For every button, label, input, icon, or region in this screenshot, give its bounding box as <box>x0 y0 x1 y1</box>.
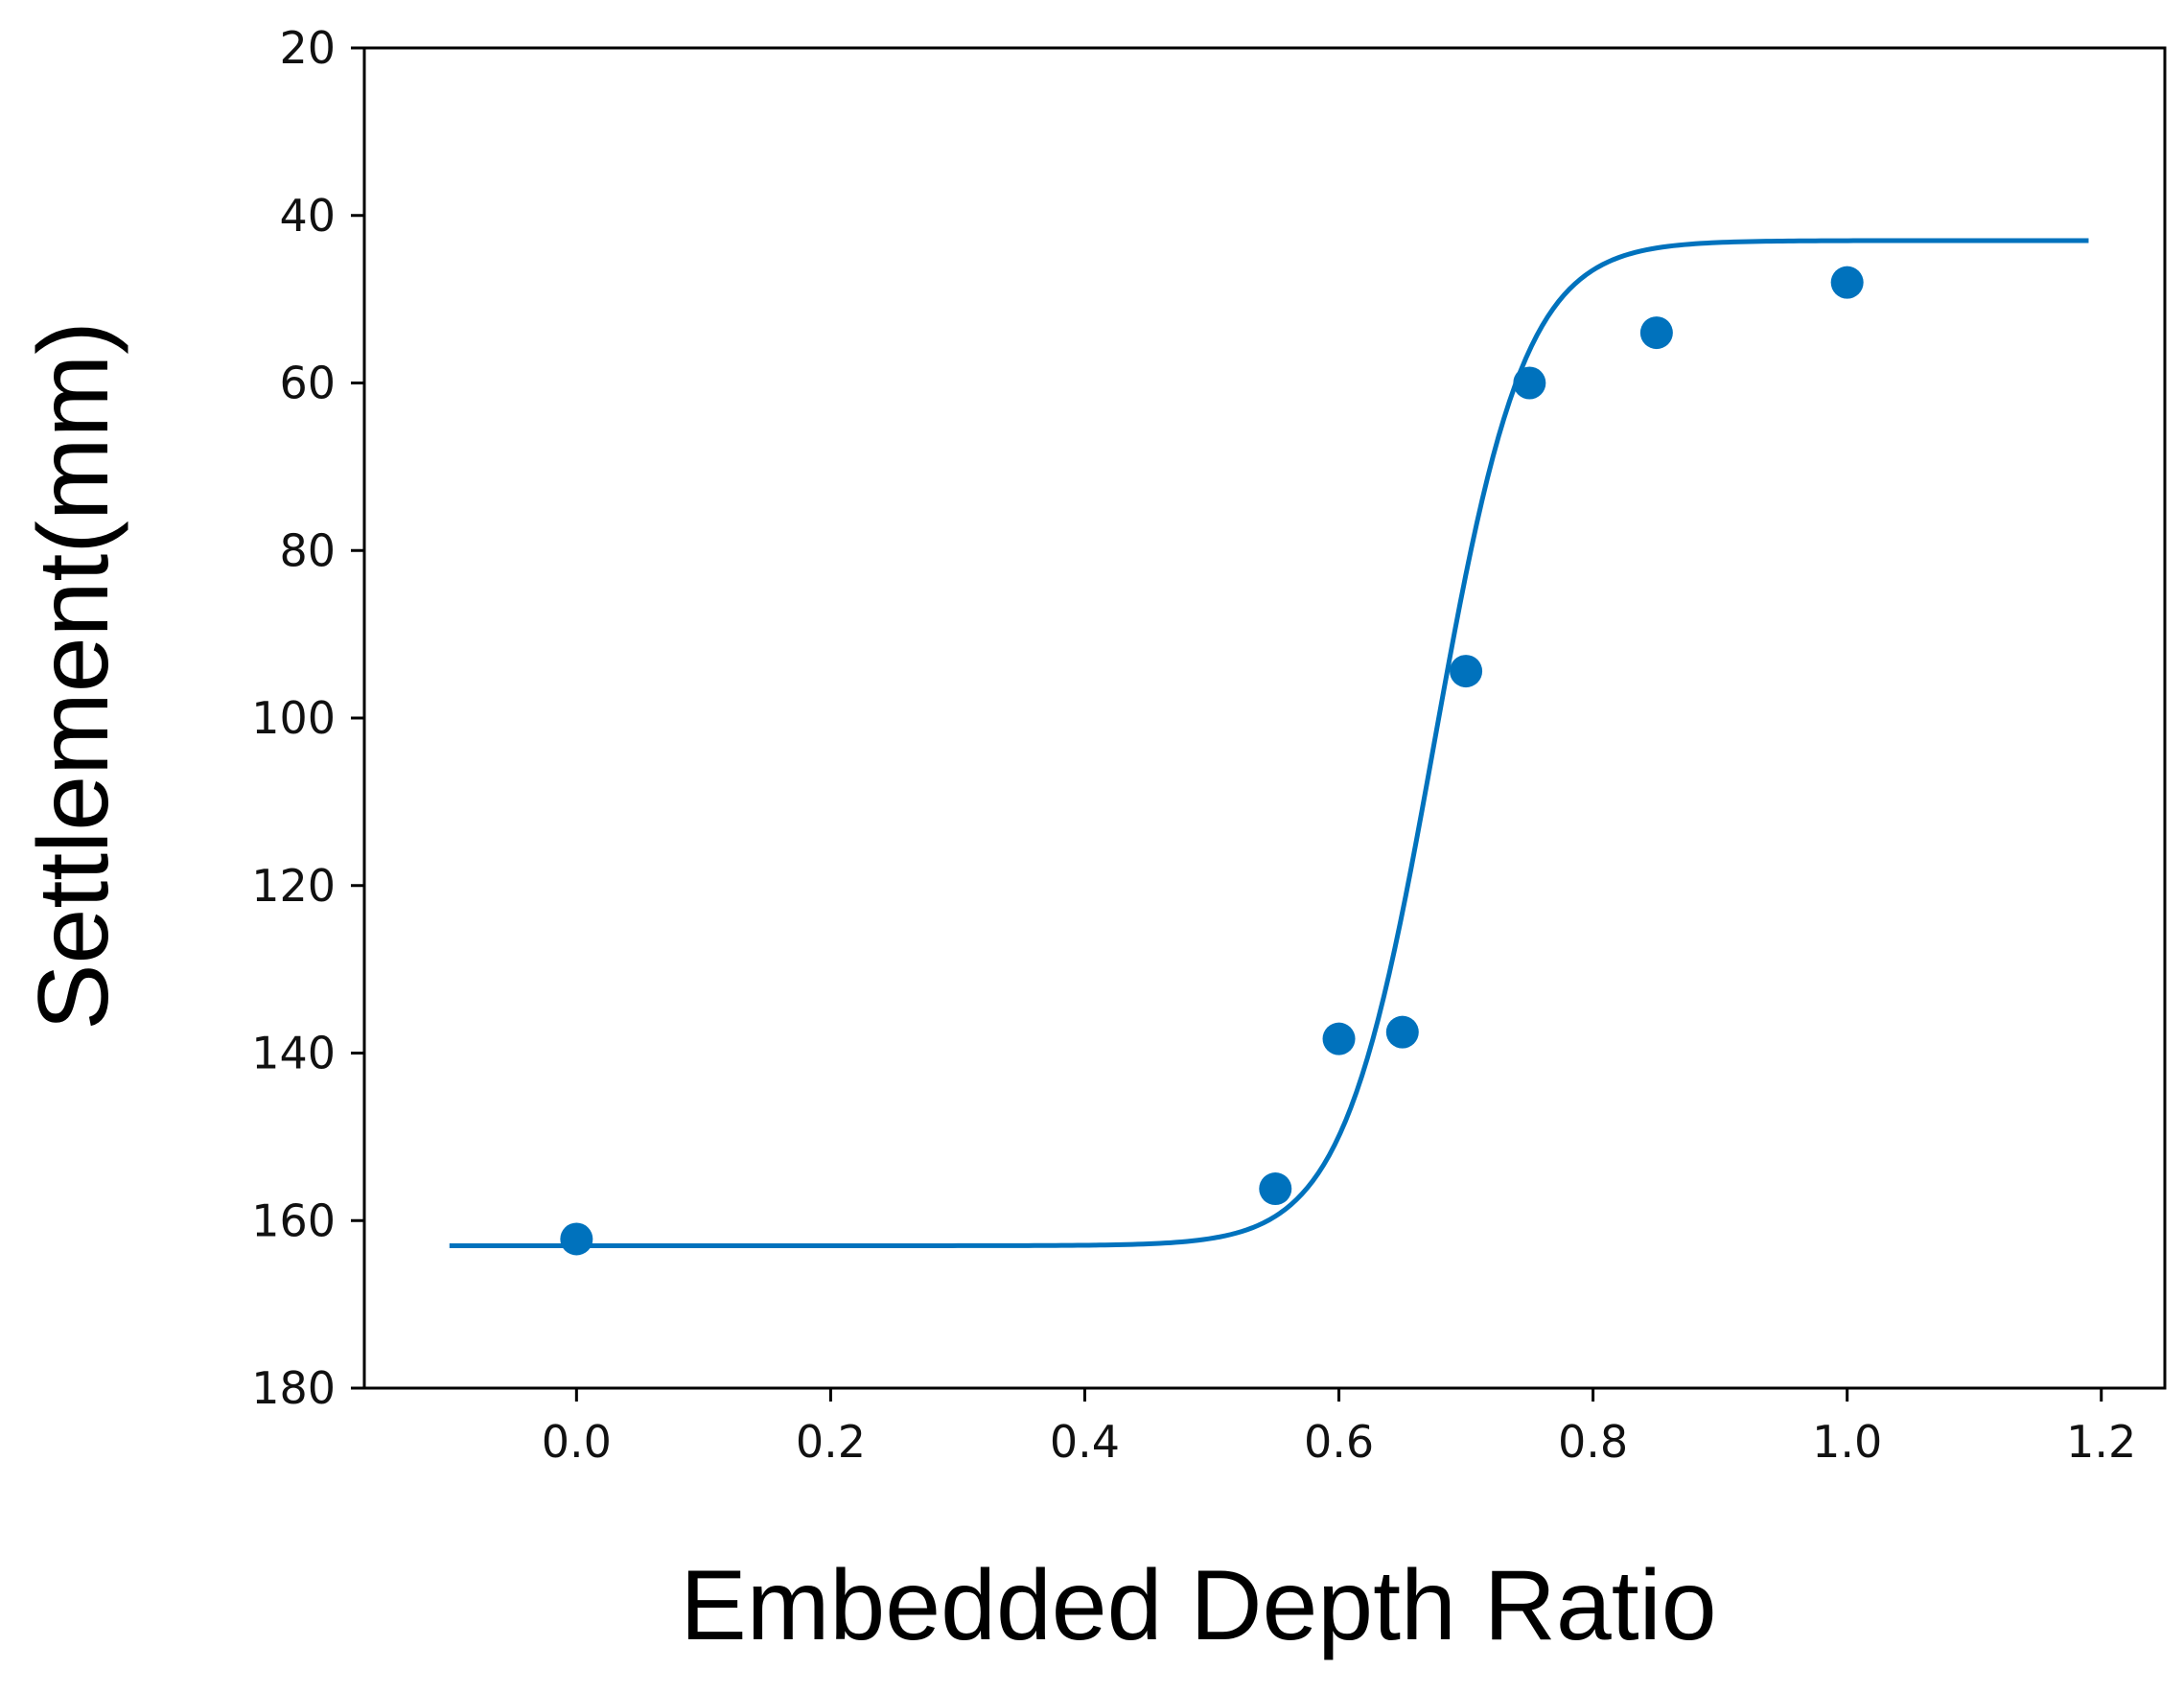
x-axis-ticks: 0.0 0.2 0.4 0.6 0.8 1.0 1.2 <box>542 1388 2136 1468</box>
y-tick-label: 20 <box>279 22 336 74</box>
x-tick-label: 0.2 <box>796 1416 866 1468</box>
data-point <box>1450 655 1483 688</box>
data-point <box>1322 1022 1356 1055</box>
data-point <box>1259 1172 1292 1206</box>
data-points <box>560 266 1864 1256</box>
data-point <box>1830 266 1864 299</box>
fitted-curve-line <box>449 238 2089 1248</box>
y-tick-label: 180 <box>251 1362 336 1414</box>
y-tick-label: 160 <box>251 1194 336 1246</box>
x-tick-label: 0.4 <box>1050 1416 1120 1468</box>
data-point <box>1385 1015 1419 1049</box>
y-tick-label: 140 <box>251 1028 336 1079</box>
x-axis-title: Embedded Depth Ratio <box>680 1550 1716 1661</box>
x-tick-label: 0.0 <box>542 1416 612 1468</box>
series-group <box>449 238 2089 1256</box>
data-point <box>1513 366 1546 400</box>
data-point <box>1639 316 1673 350</box>
x-tick-label: 1.0 <box>1812 1416 1882 1468</box>
x-tick-label: 0.6 <box>1304 1416 1374 1468</box>
data-point <box>560 1222 593 1256</box>
y-axis-ticks: 20 40 60 80 100 120 140 160 180 <box>251 22 364 1414</box>
y-axis-title: Settlement(mm) <box>18 321 129 1031</box>
y-tick-label: 100 <box>251 692 336 744</box>
x-tick-label: 0.8 <box>1558 1416 1628 1468</box>
y-tick-label: 80 <box>279 524 336 576</box>
y-tick-label: 60 <box>279 358 336 409</box>
y-tick-label: 120 <box>251 860 336 912</box>
y-tick-label: 40 <box>279 190 336 242</box>
x-tick-label: 1.2 <box>2066 1416 2136 1468</box>
